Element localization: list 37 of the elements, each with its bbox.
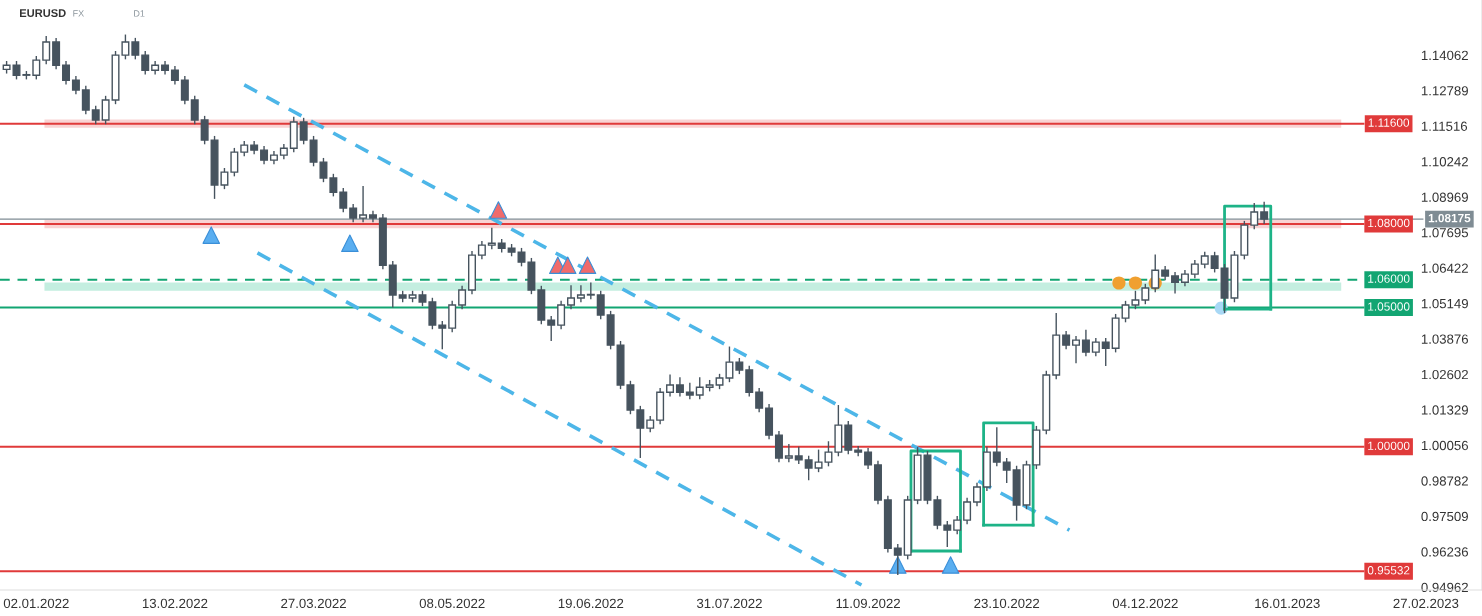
text: FX xyxy=(73,10,84,17)
y-tick-label: 1.14062 xyxy=(1421,50,1468,61)
y-tick-label: 1.07695 xyxy=(1421,228,1469,238)
ref-line-label: 1.05000 xyxy=(1368,302,1410,311)
x-tick-label: 13.02.2022 xyxy=(142,598,208,609)
x-tick-label: 23.10.2022 xyxy=(974,598,1040,609)
y-tick-label: 1.10242 xyxy=(1421,157,1468,167)
y-tick-label: 1.12789 xyxy=(1421,86,1468,96)
annotation: D1 xyxy=(134,10,145,17)
ref-line-label: 1.11600 xyxy=(1368,118,1410,127)
y-tick-label: 1.03876 xyxy=(1421,334,1468,344)
ref-line-label: 1.08175 xyxy=(1428,213,1471,223)
ref-line-label: 1.08000 xyxy=(1368,218,1410,228)
y-tick-label: 1.08969 xyxy=(1421,192,1468,202)
text: EURUSD xyxy=(20,9,66,18)
x-tick-label: 27.02.2023 xyxy=(1393,598,1459,609)
x-tick-label: 08.05.2022 xyxy=(419,598,485,609)
y-tick-label: 1.06422 xyxy=(1421,263,1468,273)
x-tick-label: 31.07.2022 xyxy=(696,598,762,609)
y-tick-label: 0.96236 xyxy=(1421,547,1468,557)
x-tick-label: 19.06.2022 xyxy=(558,598,624,609)
y-tick-label: 0.98782 xyxy=(1421,476,1468,486)
y-tick-label: 0.97509 xyxy=(1421,511,1468,522)
ref-line-label: 0.95532 xyxy=(1367,566,1410,575)
x-tick-label: 04.12.2022 xyxy=(1112,598,1178,609)
x-tick-label: 02.01.2022 xyxy=(3,598,69,609)
x-tick-label: 11.09.2022 xyxy=(836,598,900,609)
ref-line-label: 1.06000 xyxy=(1368,274,1410,283)
y-tick-label: 1.01329 xyxy=(1421,405,1468,415)
x-tick-label: 16.01.2023 xyxy=(1255,598,1320,609)
y-tick-label: 0.94962 xyxy=(1421,582,1468,593)
y-tick-label: 1.02602 xyxy=(1421,369,1468,380)
y-tick-label: 1.05149 xyxy=(1421,298,1468,309)
x-tick-label: 27.03.2022 xyxy=(281,598,346,609)
ref-line-label: 1.00000 xyxy=(1368,441,1410,450)
y-tick-label: 1.00056 xyxy=(1421,440,1468,451)
y-tick-label: 1.11516 xyxy=(1421,121,1468,131)
